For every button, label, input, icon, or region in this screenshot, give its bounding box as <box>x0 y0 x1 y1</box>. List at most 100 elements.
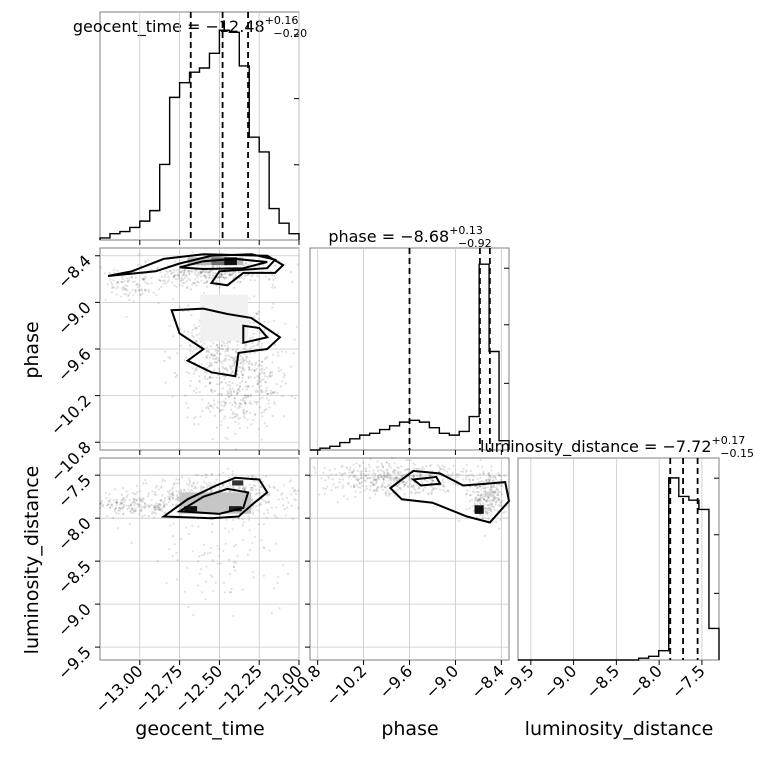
sample-point <box>380 475 383 479</box>
sample-point <box>169 324 172 327</box>
contour-outer-ld-gt <box>160 476 269 520</box>
sample-point <box>137 288 140 292</box>
sample-point <box>175 273 178 276</box>
sample-point <box>162 279 165 282</box>
sample-point <box>209 381 212 384</box>
sample-point <box>179 270 182 273</box>
sample-point <box>240 361 243 364</box>
sample-point <box>265 397 268 400</box>
sample-point <box>196 368 199 371</box>
contour-inner-lower <box>242 324 270 345</box>
sample-point <box>215 426 218 429</box>
sample-point <box>265 356 268 360</box>
sample-point <box>134 508 138 511</box>
sample-point <box>451 472 454 475</box>
sample-point <box>260 384 263 387</box>
sample-point <box>330 489 333 492</box>
sample-point <box>142 500 145 503</box>
sample-point <box>218 286 221 289</box>
sample-point <box>115 287 118 290</box>
sample-point <box>376 474 379 477</box>
sample-point <box>254 535 257 539</box>
sample-point <box>185 285 189 289</box>
sample-point <box>167 276 170 279</box>
sample-point <box>261 342 264 345</box>
sample-point <box>245 356 248 359</box>
sample-point <box>409 474 412 478</box>
sample-point <box>249 376 252 379</box>
sample-point <box>485 507 488 510</box>
sample-point <box>127 293 131 296</box>
sample-point <box>352 485 356 488</box>
sample-point <box>441 464 444 467</box>
sample-point <box>225 366 228 370</box>
sample-point <box>380 484 384 488</box>
sample-point <box>282 563 285 566</box>
y-tick-label: −9.0 <box>54 600 95 641</box>
sample-point <box>482 472 485 475</box>
sample-point <box>412 462 415 465</box>
sample-point <box>446 489 449 492</box>
sample-point <box>466 474 469 477</box>
sample-point <box>265 501 268 504</box>
sample-point <box>122 487 125 490</box>
sample-point <box>239 402 242 405</box>
sample-point <box>242 277 245 280</box>
sample-point <box>207 405 210 408</box>
sample-point <box>203 371 206 374</box>
sample-point <box>234 350 238 353</box>
sample-point <box>120 280 123 284</box>
sample-point <box>255 403 258 406</box>
sample-point <box>251 385 254 388</box>
sample-point <box>254 413 257 416</box>
sample-point <box>139 293 142 296</box>
sample-point <box>477 498 480 501</box>
sample-point <box>241 373 245 376</box>
sample-point <box>180 277 183 280</box>
sample-point <box>247 385 250 388</box>
sample-point <box>219 353 222 356</box>
sample-point <box>134 493 137 496</box>
sample-point <box>209 364 212 367</box>
sample-point <box>248 367 251 371</box>
sample-point <box>126 508 129 511</box>
sample-point <box>239 366 242 369</box>
sample-point <box>201 270 204 273</box>
sample-point <box>381 470 384 473</box>
sample-point <box>398 477 401 480</box>
sample-point <box>185 274 188 277</box>
sample-point <box>222 471 225 474</box>
sample-point <box>205 356 208 359</box>
y-tick-label: −8.5 <box>54 557 95 598</box>
sample-point <box>249 400 252 403</box>
ylabel-phase: phase <box>21 321 43 378</box>
sample-point <box>382 481 385 484</box>
sample-point <box>277 366 280 370</box>
sample-point <box>359 491 362 494</box>
sample-point <box>415 484 418 487</box>
sample-point <box>271 286 274 289</box>
sample-point <box>256 383 260 386</box>
sample-point <box>217 276 220 279</box>
sample-point <box>187 477 190 480</box>
sample-point <box>134 501 137 505</box>
sample-point <box>137 505 140 508</box>
sample-point <box>498 474 501 477</box>
sample-point <box>266 392 269 395</box>
sample-point <box>360 477 363 480</box>
sample-point <box>386 473 389 476</box>
sample-point <box>176 352 179 355</box>
sample-point <box>226 390 229 393</box>
sample-point <box>483 534 486 537</box>
sample-point <box>485 512 488 515</box>
sample-point <box>478 484 481 488</box>
sample-point <box>485 498 488 501</box>
sample-point <box>176 499 180 502</box>
sample-point <box>122 285 125 289</box>
sample-point <box>257 310 260 313</box>
sample-point <box>425 465 428 468</box>
sample-point <box>443 485 446 488</box>
sample-point <box>101 505 104 508</box>
sample-point <box>358 464 361 467</box>
sample-point <box>245 355 248 358</box>
